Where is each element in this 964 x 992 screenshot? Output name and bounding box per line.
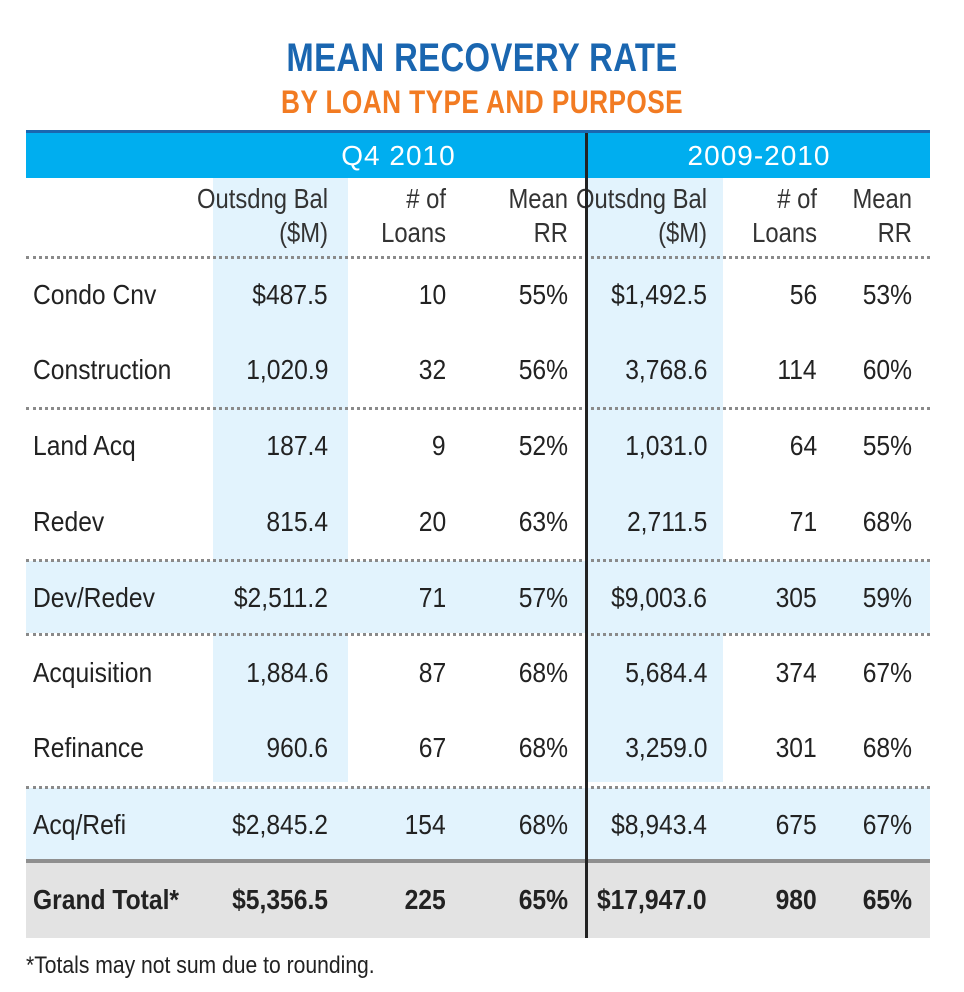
grand-total-row-shade xyxy=(26,863,930,938)
cell-dev-redev-q4-mean-rr: 57% xyxy=(518,582,568,613)
cell-land-acq-q4-loans: 9 xyxy=(432,430,446,461)
cell-acquisition-q4-balance: 1,884.6 xyxy=(245,657,328,688)
chart-title: MEAN RECOVERY RATE xyxy=(286,36,678,80)
cell-condo-cnv-period-balance: $1,492.5 xyxy=(611,279,707,310)
row-label-dev-redev: Dev/Redev xyxy=(33,582,155,613)
cell-construction-q4-loans: 32 xyxy=(418,354,446,385)
cell-dev-redev-q4-balance: $2,511.2 xyxy=(233,582,328,613)
dev-redev-row-shade xyxy=(26,561,930,633)
column-header-q4-mean-rr: Mean RR xyxy=(508,183,568,248)
cell-dev-redev-period-mean-rr: 59% xyxy=(862,582,912,613)
cell-dev-redev-period-loans: 305 xyxy=(775,582,817,613)
cell-construction-q4-mean-rr: 56% xyxy=(518,354,568,385)
column-header-q4-loans: # of Loans xyxy=(381,183,446,248)
cell-construction-q4-balance: 1,020.9 xyxy=(245,354,328,385)
group-header-2009-2010: 2009-2010 xyxy=(687,140,831,171)
row-separator xyxy=(26,559,930,562)
row-label-acquisition: Acquisition xyxy=(33,657,153,688)
period-balance-column-shade xyxy=(588,178,723,782)
cell-acquisition-period-loans: 374 xyxy=(775,657,817,688)
chart-subtitle: BY LOAN TYPE AND PURPOSE xyxy=(280,84,684,120)
column-header-period-mean-rr: Mean RR xyxy=(852,183,912,248)
cell-redev-q4-balance: 815.4 xyxy=(266,506,328,537)
cell-refinance-period-loans: 301 xyxy=(775,732,817,763)
cell-acq-refi-period-mean-rr: 67% xyxy=(862,809,912,840)
cell-condo-cnv-q4-balance: $487.5 xyxy=(252,279,328,310)
column-header-period-balance: Outsdng Bal ($M) xyxy=(576,183,707,248)
cell-redev-period-balance: 2,711.5 xyxy=(626,506,707,537)
cell-acquisition-period-balance: 5,684.4 xyxy=(624,657,707,688)
top-rule xyxy=(26,130,930,133)
cell-land-acq-period-mean-rr: 55% xyxy=(862,430,912,461)
column-header-q4-balance: Outsdng Bal ($M) xyxy=(197,183,328,248)
cell-redev-period-mean-rr: 68% xyxy=(862,506,912,537)
cell-condo-cnv-q4-loans: 10 xyxy=(418,279,446,310)
cell-construction-period-balance: 3,768.6 xyxy=(624,354,707,385)
cell-acq-refi-q4-loans: 154 xyxy=(404,809,446,840)
row-label-redev: Redev xyxy=(33,506,105,537)
cell-acquisition-q4-mean-rr: 68% xyxy=(518,657,568,688)
cell-refinance-period-mean-rr: 68% xyxy=(862,732,912,763)
row-separator xyxy=(26,407,930,410)
row-label-grand-total: Grand Total* xyxy=(33,884,180,915)
cell-condo-cnv-period-mean-rr: 53% xyxy=(862,279,912,310)
cell-redev-period-loans: 71 xyxy=(789,506,817,537)
row-label-condo-cnv: Condo Cnv xyxy=(33,279,157,310)
row-label-land-acq: Land Acq xyxy=(33,430,136,461)
group-header-band: Q4 2010 2009-2010 xyxy=(26,133,930,178)
cell-condo-cnv-period-loans: 56 xyxy=(789,279,817,310)
cell-refinance-q4-balance: 960.6 xyxy=(266,732,328,763)
cell-acq-refi-q4-mean-rr: 68% xyxy=(518,809,568,840)
cell-construction-period-mean-rr: 60% xyxy=(862,354,912,385)
row-separator xyxy=(26,786,930,789)
cell-grand-total-period-loans: 980 xyxy=(775,884,817,915)
column-header-period-loans: # of Loans xyxy=(752,183,817,248)
cell-redev-q4-mean-rr: 63% xyxy=(518,506,568,537)
cell-acq-refi-period-balance: $8,943.4 xyxy=(611,809,707,840)
footnote: *Totals may not sum due to rounding. xyxy=(26,952,375,979)
acq-refi-row-shade xyxy=(26,788,930,859)
cell-acq-refi-q4-balance: $2,845.2 xyxy=(232,809,328,840)
cell-refinance-period-balance: 3,259.0 xyxy=(624,732,707,763)
cell-land-acq-q4-mean-rr: 52% xyxy=(518,430,568,461)
cell-grand-total-q4-balance: $5,356.5 xyxy=(232,884,328,915)
cell-dev-redev-q4-loans: 71 xyxy=(418,582,446,613)
cell-grand-total-period-balance: $17,947.0 xyxy=(597,884,707,915)
group-header-q4-2010: Q4 2010 xyxy=(341,140,456,171)
cell-grand-total-q4-mean-rr: 65% xyxy=(518,884,568,915)
cell-land-acq-period-balance: 1,031.0 xyxy=(624,430,707,461)
cell-condo-cnv-q4-mean-rr: 55% xyxy=(518,279,568,310)
cell-refinance-q4-mean-rr: 68% xyxy=(518,732,568,763)
cell-acq-refi-period-loans: 675 xyxy=(775,809,817,840)
cell-construction-period-loans: 114 xyxy=(777,354,817,385)
row-label-construction: Construction xyxy=(33,354,172,385)
row-label-acq-refi: Acq/Refi xyxy=(33,809,127,840)
cell-redev-q4-loans: 20 xyxy=(418,506,446,537)
cell-land-acq-q4-balance: 187.4 xyxy=(266,430,328,461)
cell-land-acq-period-loans: 64 xyxy=(789,430,817,461)
cell-dev-redev-period-balance: $9,003.6 xyxy=(611,582,707,613)
cell-grand-total-q4-loans: 225 xyxy=(404,884,446,915)
row-separator xyxy=(26,633,930,636)
header-separator xyxy=(26,256,930,259)
cell-refinance-q4-loans: 67 xyxy=(418,732,446,763)
cell-acquisition-q4-loans: 87 xyxy=(418,657,446,688)
period-divider xyxy=(585,133,588,938)
grand-total-rule xyxy=(26,859,930,863)
row-label-refinance: Refinance xyxy=(33,732,144,763)
cell-grand-total-period-mean-rr: 65% xyxy=(862,884,912,915)
cell-acquisition-period-mean-rr: 67% xyxy=(862,657,912,688)
q4-balance-column-shade xyxy=(213,178,348,782)
